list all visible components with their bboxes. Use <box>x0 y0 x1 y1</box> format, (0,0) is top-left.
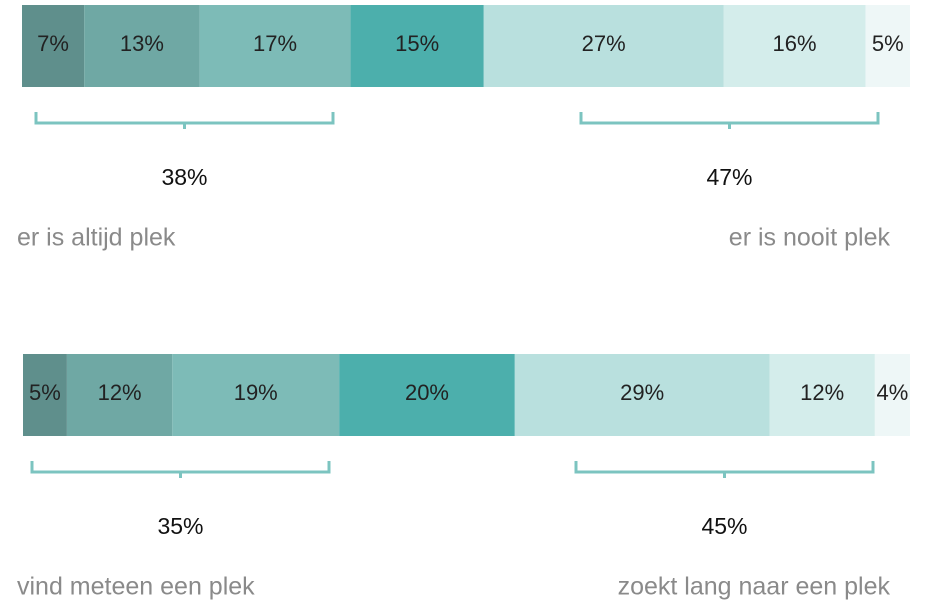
segment-label: 12% <box>800 380 844 405</box>
segment-label: 17% <box>253 31 297 56</box>
segment-label: 5% <box>29 380 61 405</box>
right-bracket <box>574 461 875 478</box>
bar-segment <box>339 354 515 436</box>
segment-label: 20% <box>405 380 449 405</box>
group-label: 38% <box>161 164 207 190</box>
bar-segment <box>514 354 770 436</box>
segment-label: 15% <box>395 31 439 56</box>
bar-segment <box>483 5 724 87</box>
bar-segment <box>769 354 875 436</box>
group-label: 45% <box>701 513 747 539</box>
segment-label: 19% <box>234 380 278 405</box>
group-label: 35% <box>157 513 203 539</box>
bar-segment <box>23 354 67 436</box>
caption: vind meteen een plek <box>17 573 255 601</box>
caption: er is altijd plek <box>17 224 176 252</box>
segment-label: 12% <box>98 380 142 405</box>
caption: zoekt lang naar een plek <box>618 573 891 601</box>
bar-segment <box>84 5 200 87</box>
group-label: 47% <box>706 164 752 190</box>
segment-label: 13% <box>120 31 164 56</box>
segment-label: 4% <box>877 380 909 405</box>
left-bracket <box>30 461 331 478</box>
bar-segment <box>199 5 351 87</box>
bar-segment <box>865 5 910 87</box>
segment-label: 5% <box>872 31 904 56</box>
segment-label: 29% <box>620 380 664 405</box>
bar-segment <box>22 5 85 87</box>
bar-segment <box>874 354 910 436</box>
bar-segment <box>172 354 340 436</box>
bar-segment <box>66 354 173 436</box>
segment-label: 7% <box>37 31 69 56</box>
bar-segment <box>723 5 866 87</box>
segment-label: 16% <box>773 31 817 56</box>
right-bracket <box>579 112 880 129</box>
segment-label: 27% <box>582 31 626 56</box>
left-bracket <box>34 112 335 129</box>
caption: er is nooit plek <box>729 224 891 252</box>
bar-segment <box>350 5 484 87</box>
